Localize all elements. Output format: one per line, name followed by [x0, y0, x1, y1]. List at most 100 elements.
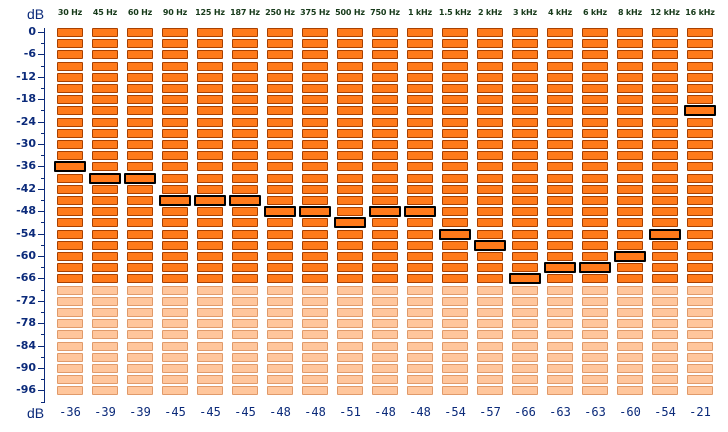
meter-segment: [162, 308, 188, 317]
meter-segment: [687, 252, 713, 261]
meter-segment: [687, 364, 713, 373]
meter-segment: [407, 375, 433, 384]
meter-segment: [547, 241, 573, 250]
meter-segment: [92, 297, 118, 306]
meter-segment: [617, 286, 643, 295]
meter-segment: [57, 73, 83, 82]
meter-segment: [582, 106, 608, 115]
meter-segment: [267, 73, 293, 82]
meter-segment: [337, 95, 363, 104]
meter-segment: [442, 140, 468, 149]
meter-segment: [127, 39, 153, 48]
meter-segment: [477, 162, 503, 171]
meter-segment: [232, 241, 258, 250]
meter-segment: [617, 140, 643, 149]
meter-segment: [337, 73, 363, 82]
meter-segment: [617, 375, 643, 384]
meter-segment: [162, 297, 188, 306]
band-label: 6 kHz: [582, 8, 608, 17]
meter-segment: [687, 95, 713, 104]
major-tick: [38, 166, 45, 167]
meter-segment: [92, 342, 118, 351]
meter-segment: [512, 286, 538, 295]
meter-segment: [302, 129, 328, 138]
meter-segment: [302, 375, 328, 384]
meter-segment: [197, 84, 223, 93]
meter-segment: [547, 140, 573, 149]
meter-segment: [57, 263, 83, 272]
meter-segment: [582, 95, 608, 104]
band-value: -21: [689, 405, 711, 419]
meter-segment: [512, 185, 538, 194]
meter-segment: [477, 364, 503, 373]
band-label: 187 Hz: [230, 8, 260, 17]
meter-segment: [547, 118, 573, 127]
meter-segment: [197, 162, 223, 171]
meter-segment: [162, 319, 188, 328]
meter-segment: [477, 39, 503, 48]
meter-segment: [162, 375, 188, 384]
meter-segment: [582, 207, 608, 216]
meter-segment: [127, 140, 153, 149]
minor-tick: [41, 267, 45, 268]
band-label: 12 kHz: [650, 8, 680, 17]
meter-segment: [302, 185, 328, 194]
meter-segment: [372, 308, 398, 317]
major-tick: [38, 390, 45, 391]
meter-segment: [302, 330, 328, 339]
meter-segment: [687, 118, 713, 127]
meter-segment: [617, 274, 643, 283]
meter-segment: [442, 364, 468, 373]
peak-marker: [439, 229, 471, 240]
meter-segment: [582, 342, 608, 351]
meter-segment: [582, 353, 608, 362]
meter-segment: [477, 230, 503, 239]
meter-segment: [407, 28, 433, 37]
meter-segment: [477, 185, 503, 194]
meter-segment: [302, 50, 328, 59]
meter-segment: [407, 330, 433, 339]
meter-segment: [407, 386, 433, 395]
meter-segment: [512, 207, 538, 216]
meter-segment: [337, 50, 363, 59]
peak-marker: [369, 206, 401, 217]
meter-segment: [92, 129, 118, 138]
meter-segment: [337, 129, 363, 138]
meter-segment: [337, 174, 363, 183]
meter-segment: [652, 308, 678, 317]
meter-segment: [337, 140, 363, 149]
minor-tick: [41, 133, 45, 134]
meter-segment: [372, 28, 398, 37]
meter-segment: [197, 185, 223, 194]
meter-segment: [267, 95, 293, 104]
meter-segment: [127, 286, 153, 295]
meter-segment: [127, 218, 153, 227]
meter-segment: [442, 241, 468, 250]
meter-segment: [652, 196, 678, 205]
meter-segment: [197, 353, 223, 362]
meter-segment: [92, 95, 118, 104]
meter-segment: [477, 106, 503, 115]
meter-segment: [652, 185, 678, 194]
meter-segment: [477, 207, 503, 216]
meter-segment: [267, 342, 293, 351]
meter-segment: [127, 386, 153, 395]
meter-segment: [652, 330, 678, 339]
meter-segment: [442, 73, 468, 82]
meter-segment: [302, 84, 328, 93]
band-value: -36: [59, 405, 81, 419]
meter-segment: [92, 353, 118, 362]
band-label: 60 Hz: [127, 8, 153, 17]
meter-segment: [442, 151, 468, 160]
meter-segment: [547, 129, 573, 138]
scale-label: -96: [16, 383, 36, 396]
minor-tick: [41, 88, 45, 89]
band-value: -60: [619, 405, 641, 419]
meter-segment: [652, 28, 678, 37]
meter-segment: [407, 263, 433, 272]
meter-segment: [477, 174, 503, 183]
meter-segment: [512, 353, 538, 362]
meter-segment: [267, 174, 293, 183]
meter-segment: [57, 196, 83, 205]
meter-segment: [582, 73, 608, 82]
